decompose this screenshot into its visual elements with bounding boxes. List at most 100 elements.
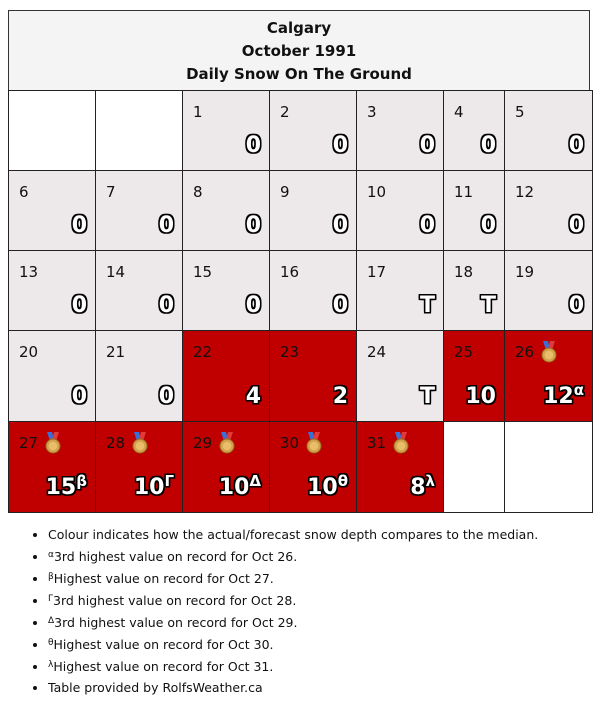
note-marker: α [48, 550, 54, 560]
day-number: 29 [193, 434, 213, 452]
record-marker: λ [425, 472, 436, 490]
empty-day-cell [95, 90, 183, 171]
empty-day-cell [8, 90, 96, 171]
snow-depth-value: 15β [46, 472, 87, 500]
day-number: 18 [454, 263, 474, 281]
day-cell: 17 T [356, 250, 444, 331]
subtitle: Daily Snow On The Ground [186, 65, 412, 83]
note-item: Colour indicates how the actual/forecast… [48, 524, 588, 545]
month-title: October 1991 [241, 42, 357, 60]
snow-depth-number: 10 [218, 475, 250, 500]
day-cell: 31 8λ [356, 421, 444, 513]
snow-depth-value: 0 [159, 213, 174, 238]
city-title: Calgary [266, 19, 332, 37]
note-item: Γ3rd highest value on record for Oct 28. [48, 589, 588, 611]
day-cell: 11 0 [443, 170, 505, 251]
note-item: Δ3rd highest value on record for Oct 29. [48, 611, 588, 633]
snow-depth-value: 0 [72, 293, 87, 318]
day-cell: 16 0 [269, 250, 357, 331]
day-number: 17 [367, 263, 387, 281]
day-number: 26 [515, 343, 535, 361]
day-number: 10 [367, 183, 387, 201]
snow-depth-number: 0 [158, 213, 174, 238]
snow-depth-value: 0 [246, 133, 261, 158]
snow-depth-number: 12 [543, 384, 574, 409]
day-number: 7 [106, 183, 116, 201]
snow-depth-number: T [419, 293, 435, 318]
day-cell: 21 0 [95, 330, 183, 422]
note-item: βHighest value on record for Oct 27. [48, 567, 588, 589]
snow-depth-number: 0 [480, 133, 496, 158]
note-text: 3rd highest value on record for Oct 28. [53, 593, 297, 608]
note-item: α3rd highest value on record for Oct 26. [48, 545, 588, 567]
snow-depth-number: 8 [410, 475, 426, 500]
snow-depth-number: 0 [568, 133, 584, 158]
snow-depth-number: 0 [568, 293, 584, 318]
day-number: 5 [515, 103, 525, 121]
medal-icon [539, 341, 559, 363]
day-number: 6 [19, 183, 29, 201]
snow-depth-number: T [419, 384, 435, 409]
day-cell: 20 0 [8, 330, 96, 422]
medal-icon [130, 432, 150, 454]
day-cell: 26 12α [504, 330, 593, 422]
day-cell: 18 T [443, 250, 505, 331]
table-header: Calgary October 1991 Daily Snow On The G… [8, 10, 590, 90]
snow-depth-value: 0 [481, 213, 496, 238]
snow-depth-value: 10 [465, 384, 496, 409]
snow-depth-number: 0 [332, 133, 348, 158]
day-number: 19 [515, 263, 535, 281]
day-cell: 14 0 [95, 250, 183, 331]
snow-depth-value: 10Γ [134, 472, 174, 500]
day-number: 2 [280, 103, 290, 121]
day-cell: 13 0 [8, 250, 96, 331]
snow-depth-value: 10θ [307, 472, 348, 500]
day-number: 8 [193, 183, 203, 201]
record-marker: Γ [164, 472, 174, 490]
day-cell: 12 0 [504, 170, 593, 251]
snow-depth-number: 0 [480, 213, 496, 238]
record-marker: Δ [249, 472, 261, 490]
snow-depth-number: 10 [307, 475, 338, 500]
note-marker: Δ [48, 616, 55, 626]
day-number: 22 [193, 343, 213, 361]
snow-depth-value: 0 [569, 133, 584, 158]
snow-depth-number: 0 [245, 213, 261, 238]
note-marker: λ [48, 660, 54, 670]
day-cell: 19 0 [504, 250, 593, 331]
snow-depth-number: 2 [332, 384, 348, 409]
snow-depth-number: 0 [158, 293, 174, 318]
snow-depth-number: 0 [568, 213, 584, 238]
day-number: 16 [280, 263, 300, 281]
calendar-week: 6 0 7 0 8 0 9 0 10 0 11 0 12 0 [8, 170, 593, 251]
day-cell: 29 10Δ [182, 421, 270, 513]
snow-depth-value: 4 [246, 384, 261, 409]
snow-depth-number: 4 [245, 384, 261, 409]
day-number: 27 [19, 434, 39, 452]
day-number: 30 [280, 434, 300, 452]
day-number: 9 [280, 183, 290, 201]
snow-depth-value: 0 [420, 213, 435, 238]
note-marker: θ [48, 638, 54, 648]
note-item: λHighest value on record for Oct 31. [48, 655, 588, 677]
snow-depth-value: T [420, 293, 435, 318]
note-text: Highest value on record for Oct 30. [53, 637, 274, 652]
snow-depth-number: 0 [419, 213, 435, 238]
notes-list: Colour indicates how the actual/forecast… [8, 524, 588, 698]
snow-depth-number: 0 [71, 213, 87, 238]
note-text: Colour indicates how the actual/forecast… [48, 527, 539, 542]
day-number: 1 [193, 103, 203, 121]
record-marker: α [573, 381, 584, 399]
snow-depth-value: 0 [246, 213, 261, 238]
day-cell: 15 0 [182, 250, 270, 331]
snow-depth-value: 0 [569, 293, 584, 318]
medal-icon [391, 432, 411, 454]
snow-depth-value: T [420, 384, 435, 409]
note-item: θHighest value on record for Oct 30. [48, 633, 588, 655]
note-text: Highest value on record for Oct 27. [53, 571, 274, 586]
